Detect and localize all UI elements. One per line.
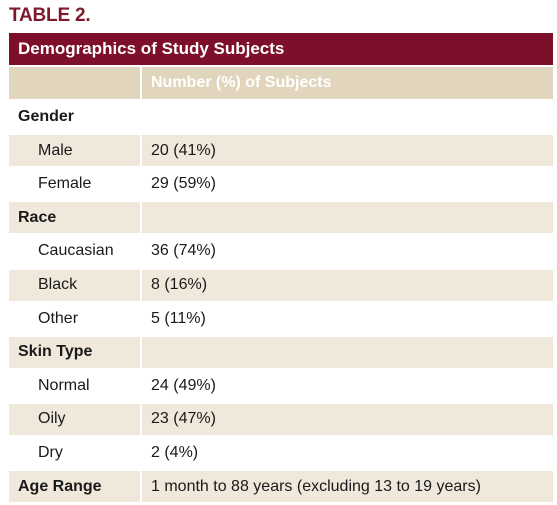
row-label: Caucasian <box>38 242 114 260</box>
row-label: Male <box>9 135 140 167</box>
table-row-male: Male 20 (41%) <box>9 135 553 167</box>
table-row-black: Black 8 (16%) <box>9 269 553 301</box>
header-blank-cell <box>9 67 140 99</box>
row-value <box>142 336 553 368</box>
table-row-oily: Oily 23 (47%) <box>9 403 553 435</box>
row-value: 24 (49%) <box>151 376 216 394</box>
table-row-race: Race <box>9 202 553 234</box>
row-label: Female <box>38 175 92 193</box>
row-value <box>142 202 553 234</box>
row-value <box>142 102 553 133</box>
table-row-other: Other 5 (11%) <box>9 303 553 334</box>
table-row-age-range: Age Range 1 month to 88 years (excluding… <box>9 471 553 503</box>
row-label: Dry <box>38 444 63 462</box>
row-value: 5 (11%) <box>151 309 206 327</box>
table-row-gender: Gender <box>9 102 553 133</box>
table-header-row: Number (%) of Subjects <box>9 67 553 99</box>
row-label: Black <box>9 269 140 301</box>
table-number-label: TABLE 2. <box>9 5 91 26</box>
row-label: Gender <box>18 108 75 126</box>
row-label: Race <box>9 202 140 234</box>
table-title: Demographics of Study Subjects <box>9 33 553 65</box>
table-row-normal: Normal 24 (49%) <box>9 370 553 401</box>
row-value: 8 (16%) <box>142 269 553 301</box>
row-value: 1 month to 88 years (excluding 13 to 19 … <box>142 471 553 503</box>
table-row-female: Female 29 (59%) <box>9 169 553 200</box>
row-value: 20 (41%) <box>142 135 553 167</box>
table-row-dry: Dry 2 (4%) <box>9 438 553 469</box>
row-value: 29 (59%) <box>151 175 216 193</box>
row-value: 2 (4%) <box>151 444 199 462</box>
table-row-skin-type: Skin Type <box>9 336 553 368</box>
row-label: Skin Type <box>9 336 140 368</box>
row-label: Age Range <box>9 471 140 503</box>
row-label: Oily <box>9 403 140 435</box>
table-row-caucasian: Caucasian 36 (74%) <box>9 236 553 267</box>
row-value: 23 (47%) <box>142 403 553 435</box>
row-label: Normal <box>38 376 90 394</box>
row-value: 36 (74%) <box>151 242 216 260</box>
demographics-table: Number (%) of Subjects Gender Male 20 (4… <box>9 67 553 505</box>
row-label: Other <box>38 309 79 327</box>
column-header: Number (%) of Subjects <box>142 67 553 99</box>
